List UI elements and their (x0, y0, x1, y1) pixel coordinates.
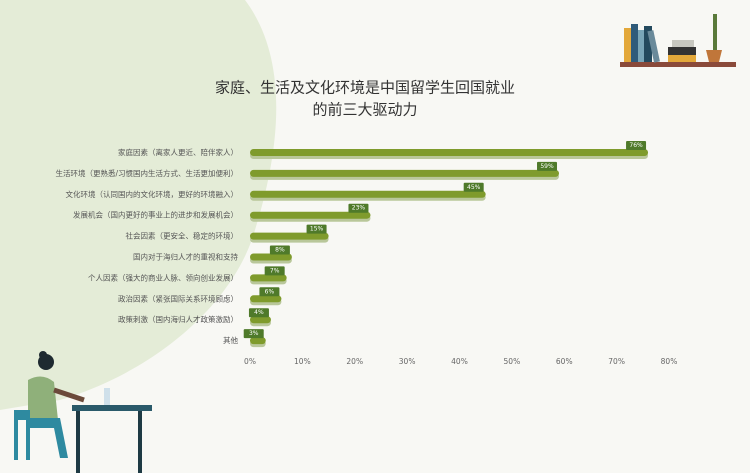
bar (250, 316, 271, 324)
bar (250, 169, 560, 177)
chart-title: 家庭、生活及文化环境是中国留学生回国就业 (215, 79, 515, 97)
bar (250, 295, 282, 303)
value-label: 76% (629, 142, 643, 149)
bar (250, 190, 486, 198)
x-tick-label: 60% (556, 357, 573, 366)
background-blob (0, 0, 277, 410)
category-label: 国内对于海归人才的重视和支持 (133, 252, 238, 262)
value-label-bg (463, 182, 484, 192)
category-label: 家庭因素（离家人更近、陪伴家人） (118, 147, 238, 157)
value-label: 7% (270, 267, 280, 274)
value-label-bg (306, 224, 327, 234)
x-tick-label: 10% (294, 357, 311, 366)
x-tick-label: 50% (504, 357, 521, 366)
value-label-bg (248, 308, 269, 318)
x-tick-label: 70% (608, 357, 625, 366)
category-label: 生活环境（更熟悉/习惯国内生活方式、生活更加便利） (55, 168, 238, 178)
bar (250, 211, 371, 219)
x-tick-label: 20% (346, 357, 363, 366)
value-label-bg (259, 287, 280, 297)
x-tick-label: 40% (451, 357, 468, 366)
category-label: 个人因素（强大的商业人脉、领向创业发展） (88, 272, 238, 282)
category-label: 文化环境（认同国内的文化环境，更好的环境融入） (66, 189, 239, 199)
bar (250, 337, 266, 345)
x-tick-label: 80% (661, 357, 678, 366)
value-label: 45% (467, 184, 481, 191)
value-label-bg (626, 141, 647, 150)
bar (250, 253, 292, 261)
value-label: 59% (540, 163, 554, 170)
value-label: 4% (254, 309, 264, 316)
value-label-bg (243, 329, 264, 339)
bar (250, 149, 649, 156)
bar (250, 274, 287, 282)
x-tick-label: 30% (399, 357, 416, 366)
value-label: 3% (249, 330, 259, 337)
category-label: 其他 (223, 335, 238, 345)
value-label-bg (348, 203, 369, 213)
value-label: 8% (275, 247, 285, 254)
category-label: 发展机会（国内更好的事业上的进步和发展机会） (73, 210, 238, 220)
bookshelf (620, 14, 736, 67)
chart-title: 的前三大驱动力 (312, 101, 417, 119)
value-label: 23% (352, 205, 366, 212)
category-label: 社会因素（更安全、稳定的环境） (126, 231, 239, 241)
x-tick-label: 0% (244, 357, 256, 366)
value-label-bg (269, 245, 290, 255)
bar (250, 232, 329, 240)
value-label: 6% (265, 288, 275, 295)
value-label-bg (264, 266, 285, 276)
value-label-bg (537, 161, 558, 171)
category-label: 政治因素（紧张国际关系环境顾虑） (118, 293, 238, 303)
person-at-table (14, 351, 152, 473)
value-label: 15% (310, 226, 324, 233)
category-label: 政策刺激（国内海归人才政策激励） (118, 314, 238, 324)
